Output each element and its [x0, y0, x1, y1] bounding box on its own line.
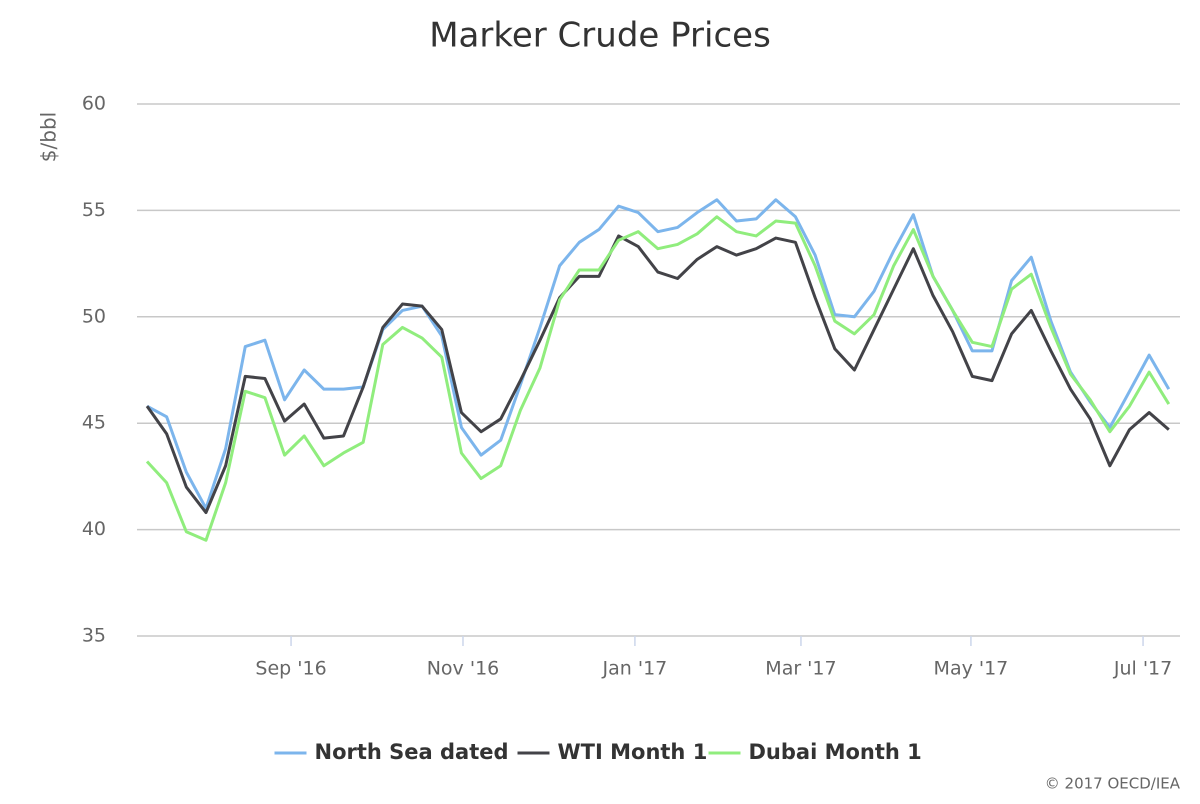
y-tick-label: 60	[82, 93, 106, 115]
x-tick-label: Sep '16	[255, 658, 326, 680]
chart-title: Marker Crude Prices	[429, 16, 771, 56]
series-line	[145, 234, 1170, 515]
x-tick-label: Nov '16	[427, 658, 500, 680]
x-tick-label: Jul '17	[1113, 658, 1172, 680]
x-tick-label: May '17	[934, 658, 1009, 680]
series-line	[146, 198, 1171, 510]
y-tick-label: 50	[82, 305, 106, 327]
y-tick-label: 40	[82, 518, 106, 540]
series-line	[145, 215, 1171, 542]
legend-label: North Sea dated	[315, 740, 509, 764]
y-tick-label: 45	[82, 412, 106, 434]
x-tick-label: Jan '17	[602, 658, 668, 680]
credit: © 2017 OECD/IEA	[1045, 775, 1181, 793]
x-tick-label: Mar '17	[765, 658, 836, 680]
y-axis-label: $/bbl	[37, 112, 61, 162]
y-tick-label: 55	[82, 199, 106, 221]
legend-label: WTI Month 1	[558, 740, 708, 764]
legend-label: Dubai Month 1	[749, 740, 922, 764]
y-tick-label: 35	[82, 625, 106, 647]
